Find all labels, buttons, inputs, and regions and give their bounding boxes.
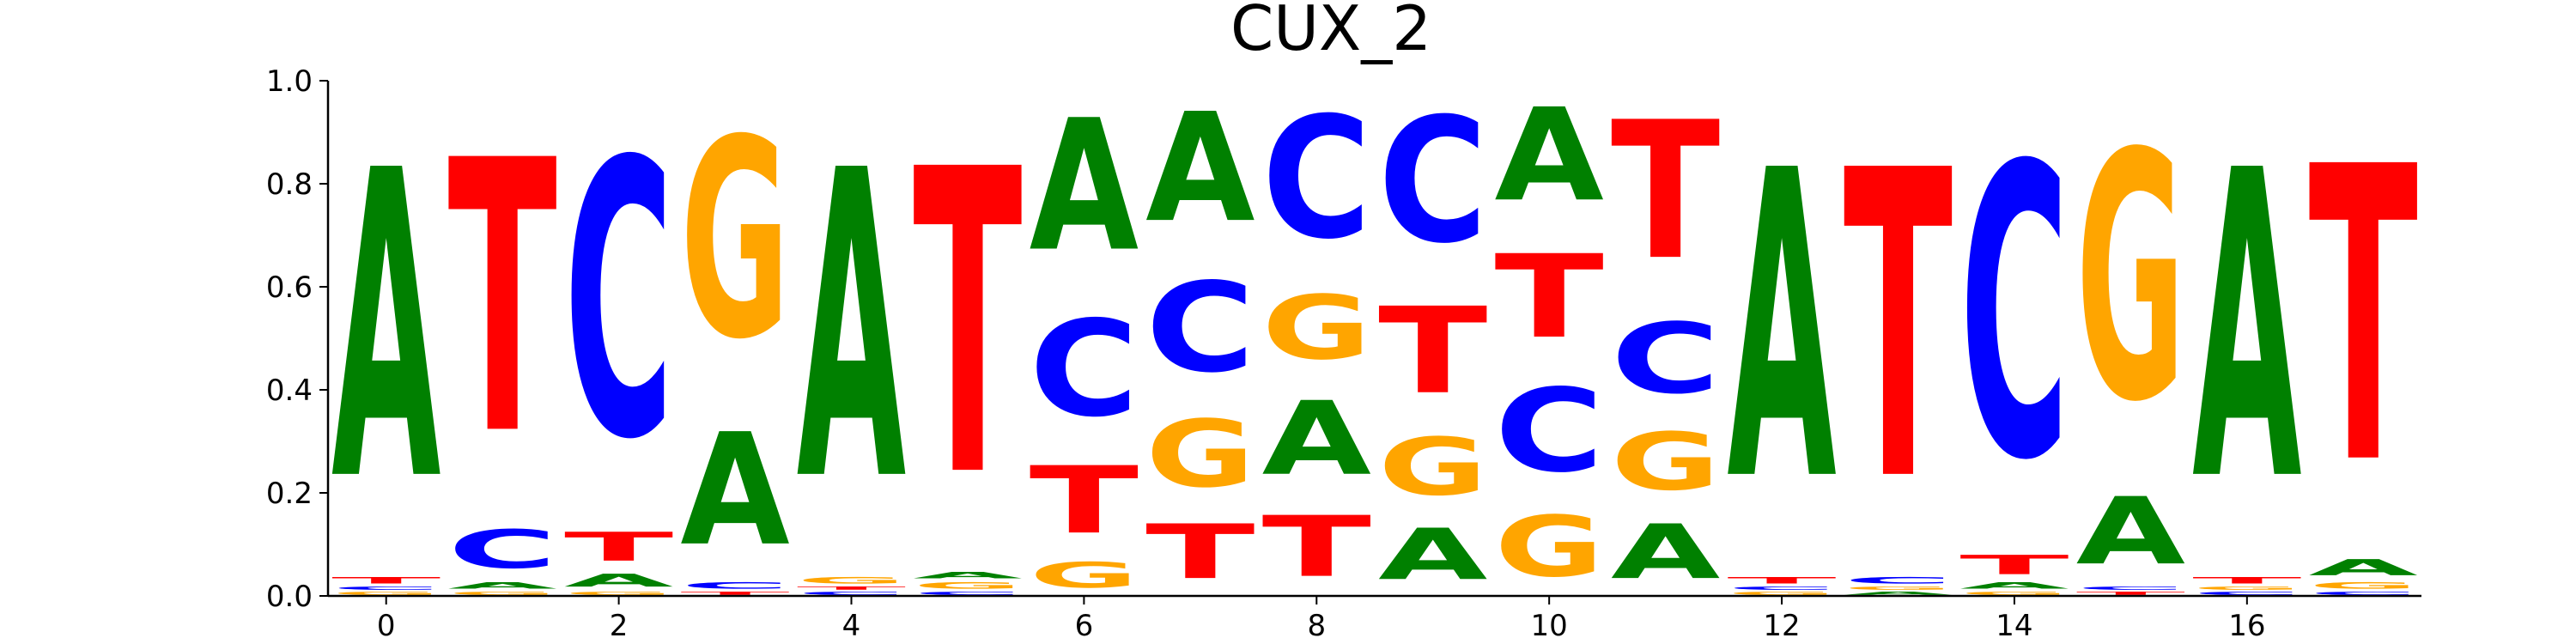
y-tick-label: 0.8: [266, 167, 313, 202]
logo-letter-c: C: [1727, 586, 1836, 591]
logo-letter-g: G: [913, 580, 1022, 591]
logo-letter-g: G: [1727, 591, 1836, 596]
logo-letter-t: T: [1495, 231, 1604, 364]
logo-letter-c: C: [2309, 591, 2418, 596]
logo-letter-a: A: [1378, 513, 1487, 596]
logo-letter-c: C: [2192, 591, 2301, 596]
logo-letter-a: A: [2192, 81, 2302, 574]
logo-letter-t: T: [2192, 575, 2301, 586]
logo-letter-c: C: [1145, 256, 1255, 400]
logo-letter-g: G: [331, 591, 440, 596]
logo-letter-t: T: [1844, 81, 1953, 574]
logo-letter-a: A: [913, 570, 1022, 580]
logo-letter-g: G: [2192, 586, 2301, 591]
x-tick-label: 14: [1996, 609, 2032, 643]
logo-letter-t: T: [1378, 282, 1487, 421]
logo-letter-g: G: [2076, 82, 2185, 476]
y-tick-label: 1.0: [266, 64, 313, 99]
y-tick-label: 0.2: [266, 477, 313, 511]
logo-letter-g: G: [1844, 586, 1953, 591]
logo-letter-t: T: [1959, 550, 2069, 580]
logo-letter-a: A: [1727, 81, 1837, 574]
logo-letter-c: C: [1611, 302, 1720, 416]
logo-letter-a: A: [1959, 580, 2069, 591]
y-tick-label: 0.0: [266, 580, 313, 614]
logo-letter-t: T: [797, 586, 906, 591]
logo-letter-c: C: [331, 586, 440, 591]
chart-axes: 0.0 0.2 0.4 0.6 0.8 1.0 0 2 4 6 8 10 12 14 16: [266, 64, 2421, 643]
logo-letter-a: A: [1145, 82, 1255, 256]
logo-letter-a: A: [680, 400, 789, 580]
logo-letter-g: G: [1262, 277, 1371, 380]
x-tick-label: 10: [1531, 609, 1568, 643]
x-tick-label: 0: [377, 609, 396, 643]
logo-letter-c: C: [797, 591, 906, 596]
logo-letter-t: T: [1030, 447, 1139, 554]
logo-letter-a: A: [2076, 477, 2185, 585]
logo-letter-t: T: [331, 575, 440, 586]
logo-letter-c: C: [564, 82, 673, 523]
logo-letter-a: A: [1611, 509, 1720, 596]
logo-letter-g: G: [1495, 498, 1604, 596]
logo-letter-t: T: [448, 82, 558, 518]
logo-letter-t: T: [1611, 82, 1720, 302]
x-tick-label: 16: [2228, 609, 2265, 643]
chart-title: CUX_2: [1230, 0, 1431, 64]
logo-letter-t: T: [2309, 82, 2419, 554]
logo-letter-t: T: [1727, 575, 1836, 586]
logo-letter-t: T: [1145, 509, 1255, 596]
logo-letter-t: T: [1262, 499, 1371, 596]
logo-letter-g: G: [680, 82, 789, 399]
logo-letter-g: G: [1611, 416, 1720, 508]
logo-letter-a: A: [797, 81, 907, 574]
logo-letter-g: G: [797, 575, 906, 586]
logo-letter-g: G: [1145, 401, 1255, 508]
logo-letter-a: A: [1262, 380, 1372, 498]
logo-letter-t: T: [913, 83, 1023, 570]
logo-letter-g: G: [564, 591, 673, 596]
logo-letter-a: A: [1030, 82, 1139, 292]
logo-letter-c: C: [1844, 575, 1953, 586]
x-tick-label: 6: [1075, 609, 1094, 643]
logo-letter-c: C: [1378, 82, 1487, 282]
x-tick-label: 8: [1307, 609, 1326, 643]
logo-letter-c: C: [680, 580, 789, 591]
x-tick-label: 4: [842, 609, 861, 643]
logo-letter-c: C: [913, 591, 1022, 596]
logo-letter-c: C: [2076, 586, 2185, 591]
logo-letter-t: T: [2076, 591, 2185, 596]
logo-letter-c: C: [1495, 365, 1604, 498]
logo-letter-a: A: [448, 580, 557, 591]
logo-letter-a: A: [564, 570, 674, 591]
logo-letter-a: A: [2309, 555, 2418, 580]
logo-letters: GCTAGACTGATCTCAGCTGACGATGTCATGCATAGCAGTC…: [331, 81, 2419, 596]
logo-letter-a: A: [1844, 591, 1953, 596]
y-tick-label: 0.6: [266, 270, 313, 305]
logo-letter-g: G: [2309, 580, 2418, 591]
y-tick-label: 0.4: [266, 374, 313, 408]
logo-letter-t: T: [564, 524, 673, 570]
x-tick-label: 2: [610, 609, 629, 643]
logo-letter-t: T: [680, 591, 789, 596]
logo-letter-a: A: [1495, 81, 1604, 230]
logo-letter-c: C: [1030, 292, 1139, 446]
logo-letter-g: G: [1959, 591, 2069, 596]
logo-letter-g: G: [1378, 422, 1487, 513]
logo-letter-c: C: [1959, 82, 2069, 549]
logo-letter-g: G: [1030, 555, 1139, 596]
logo-letter-c: C: [448, 519, 557, 580]
logo-letter-c: C: [1262, 82, 1371, 276]
logo-letter-a: A: [331, 81, 441, 574]
x-tick-label: 12: [1763, 609, 1800, 643]
logo-letter-g: G: [448, 591, 557, 596]
